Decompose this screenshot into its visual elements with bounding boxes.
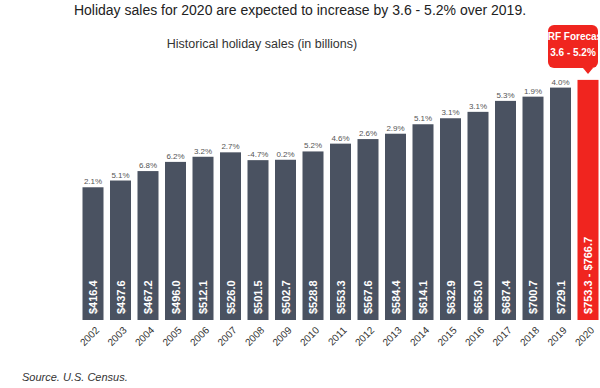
bar bbox=[138, 171, 159, 320]
x-tick-label: 2010 bbox=[298, 324, 322, 348]
x-tick-label: 2005 bbox=[160, 324, 184, 348]
growth-label: 2.1% bbox=[84, 177, 102, 186]
x-tick-label: 2011 bbox=[326, 324, 349, 347]
bar bbox=[110, 181, 131, 320]
value-label: $416.4 bbox=[87, 279, 99, 314]
growth-label: 4.6% bbox=[331, 134, 349, 143]
bar bbox=[495, 101, 516, 320]
growth-label: 6.2% bbox=[166, 152, 184, 161]
x-tick-label: 2014 bbox=[408, 324, 432, 348]
page: {"chart_data": { "type": "bar", "title":… bbox=[0, 0, 600, 388]
value-label: $729.1 bbox=[555, 280, 567, 314]
growth-label: 4.0% bbox=[551, 78, 569, 87]
x-tick-label: 2012 bbox=[353, 324, 377, 348]
growth-label: 5.3% bbox=[496, 91, 514, 100]
title: Holiday sales for 2020 are expected to i… bbox=[74, 2, 526, 18]
x-tick-label: 2017 bbox=[490, 324, 514, 348]
value-label: $584.4 bbox=[390, 279, 402, 314]
x-tick-label: 2015 bbox=[435, 324, 459, 348]
value-label: $501.5 bbox=[252, 280, 264, 314]
growth-label: 3.1% bbox=[469, 102, 487, 111]
callout: NRF Forecast 3.6 - 5.2% bbox=[540, 25, 600, 74]
annotation: 3.6 - 5.2% bbox=[550, 47, 596, 58]
bars bbox=[83, 80, 599, 320]
growth-label: 5.2% bbox=[304, 141, 322, 150]
value-label: $632.9 bbox=[445, 280, 457, 314]
bar bbox=[83, 187, 104, 320]
value-label: $526.0 bbox=[225, 280, 237, 314]
value-label: $467.2 bbox=[142, 280, 154, 314]
bar bbox=[248, 160, 269, 320]
growth-label: 3.2% bbox=[194, 147, 212, 156]
x-tick-label: 2008 bbox=[243, 324, 267, 348]
x-tick-label: 2020 bbox=[573, 324, 597, 348]
value-label: $700.7 bbox=[527, 280, 539, 314]
bar bbox=[550, 88, 571, 320]
bar bbox=[358, 139, 379, 320]
x-tick-label: 2013 bbox=[380, 324, 404, 348]
bar bbox=[413, 124, 434, 320]
growth-label: 0.2% bbox=[276, 150, 294, 159]
bar bbox=[523, 97, 544, 320]
bar bbox=[193, 157, 214, 320]
chart: Holiday sales for 2020 are expected to i… bbox=[0, 0, 600, 388]
value-label: $512.1 bbox=[197, 280, 209, 314]
x-tick-label: 2003 bbox=[105, 324, 129, 348]
growth-label: 3.1% bbox=[441, 108, 459, 117]
value-label: $687.4 bbox=[500, 279, 512, 314]
growth-label: 1.9% bbox=[524, 87, 542, 96]
x-tick-label: 2009 bbox=[270, 324, 294, 348]
callout-pointer bbox=[583, 68, 593, 74]
x-tick-label: 2002 bbox=[78, 324, 102, 348]
annotation: NRF Forecast bbox=[540, 31, 600, 42]
growth-label: 6.8% bbox=[139, 161, 157, 170]
bar bbox=[330, 144, 351, 320]
x-tick-label: 2016 bbox=[463, 324, 487, 348]
growth-label: 2.6% bbox=[359, 129, 377, 138]
growth-label: 2.7% bbox=[221, 142, 239, 151]
value-label: $753.3 - $766.7 bbox=[582, 237, 594, 314]
x-tick-label: 2019 bbox=[545, 324, 569, 348]
growth-label: -4.7% bbox=[248, 150, 269, 159]
value-label: $437.6 bbox=[115, 280, 127, 314]
value-label: $496.0 bbox=[170, 280, 182, 314]
value-label: $553.3 bbox=[335, 280, 347, 314]
bar bbox=[468, 112, 489, 320]
x-tick-label: 2018 bbox=[518, 324, 542, 348]
source: Source. U.S. Census. bbox=[22, 371, 128, 383]
subtitle: Historical holiday sales (in billions) bbox=[167, 37, 357, 51]
value-label: $528.8 bbox=[307, 280, 319, 314]
bar bbox=[303, 151, 324, 320]
bar bbox=[440, 118, 461, 320]
bar bbox=[385, 134, 406, 320]
bar bbox=[578, 80, 599, 320]
value-label: $502.7 bbox=[280, 280, 292, 314]
bar bbox=[165, 162, 186, 320]
labels: $416.4 2.1% 2002 $437.6 5.1% 2003 $467.2 6.8% 20… bbox=[78, 78, 597, 348]
x-tick-label: 2007 bbox=[215, 324, 239, 348]
x-tick-label: 2006 bbox=[188, 324, 212, 348]
value-label: $653.0 bbox=[472, 280, 484, 314]
growth-label: 5.1% bbox=[111, 171, 129, 180]
growth-label: 2.9% bbox=[386, 124, 404, 133]
value-label: $567.6 bbox=[362, 280, 374, 314]
value-label: $614.1 bbox=[417, 280, 429, 314]
x-tick-label: 2004 bbox=[133, 324, 157, 348]
growth-label: 5.1% bbox=[414, 114, 432, 123]
bar bbox=[275, 160, 296, 320]
bar bbox=[220, 152, 241, 320]
